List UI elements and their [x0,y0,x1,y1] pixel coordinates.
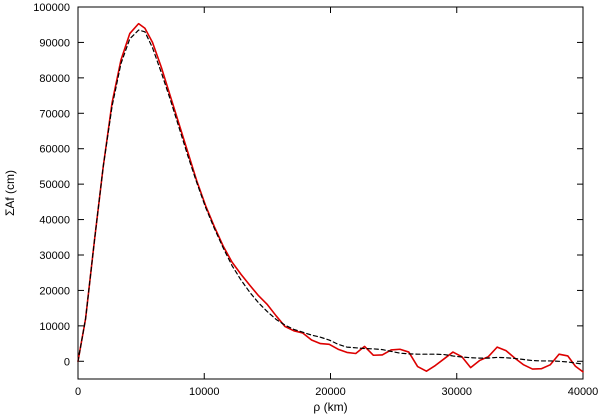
series-line-dashed [77,29,584,365]
y-tick-label: 0 [64,356,70,368]
x-tick-label: 0 [75,386,81,398]
y-tick-label: 30000 [39,250,70,262]
y-tick-label: 50000 [39,179,70,191]
y-axis-title: ΣAf (cm) [3,170,17,216]
y-tick-label: 70000 [39,108,70,120]
y-tick-label: 100000 [33,2,70,14]
x-tick-label: 10000 [189,386,220,398]
x-tick-label: 40000 [568,386,599,398]
y-tick-label: 10000 [39,321,70,333]
y-tick-label: 80000 [39,73,70,85]
series-layer [77,22,584,373]
plot-frame [77,6,584,380]
x-tick-label: 30000 [441,386,472,398]
y-tick-label: 20000 [39,285,70,297]
x-tick-label: 20000 [315,386,346,398]
x-ticks: 0 10000 20000 30000 40000 [75,7,598,398]
y-tick-label: 40000 [39,215,70,227]
y-tick-label: 90000 [39,37,70,49]
y-ticks: 0 10000 20000 30000 40000 50000 60000 70000 8000… [33,2,583,368]
y-tick-label: 60000 [39,144,70,156]
x-axis-title: ρ (km) [313,400,347,414]
series-line-solid [77,22,584,373]
